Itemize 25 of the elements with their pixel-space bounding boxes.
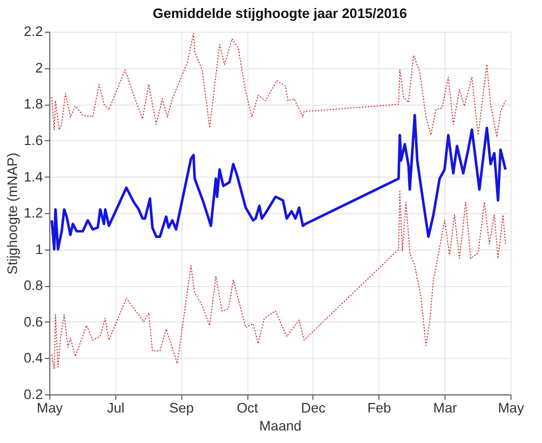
line-series [51, 33, 506, 138]
y-tick-label: 2 [35, 60, 43, 76]
y-axis-title: Stijghoogte (mNAP) [4, 152, 20, 274]
line-series [51, 190, 506, 370]
y-tick-label: 1.6 [24, 132, 44, 148]
y-tick-label: 1 [35, 242, 43, 257]
x-axis-title: Maand [259, 418, 302, 434]
y-tick-label: 0.2 [24, 386, 43, 402]
line-series [50, 114, 507, 251]
y-tick-label: 0.6 [24, 314, 44, 330]
x-tick-label: Feb [367, 400, 392, 416]
x-tick-label: May [498, 400, 524, 416]
x-tick-label: Sep [169, 400, 194, 416]
x-tick-label: May [36, 400, 63, 416]
x-tick-label: Oct [236, 400, 258, 416]
y-tick-label: 0.8 [24, 278, 44, 294]
chart-title: Gemiddelde stijghoogte jaar 2015/2016 [152, 6, 408, 21]
y-tick-label: 1.8 [24, 96, 44, 112]
y-tick-label: 2.2 [24, 24, 43, 40]
y-tick-label: 1.4 [24, 169, 44, 184]
x-tick-label: Mar [433, 400, 458, 416]
x-tick-label: Dec [301, 400, 326, 416]
y-tick-label: 1.2 [24, 206, 43, 221]
x-tick-label: Jul [106, 400, 124, 416]
y-tick-label: 0.4 [24, 350, 44, 366]
